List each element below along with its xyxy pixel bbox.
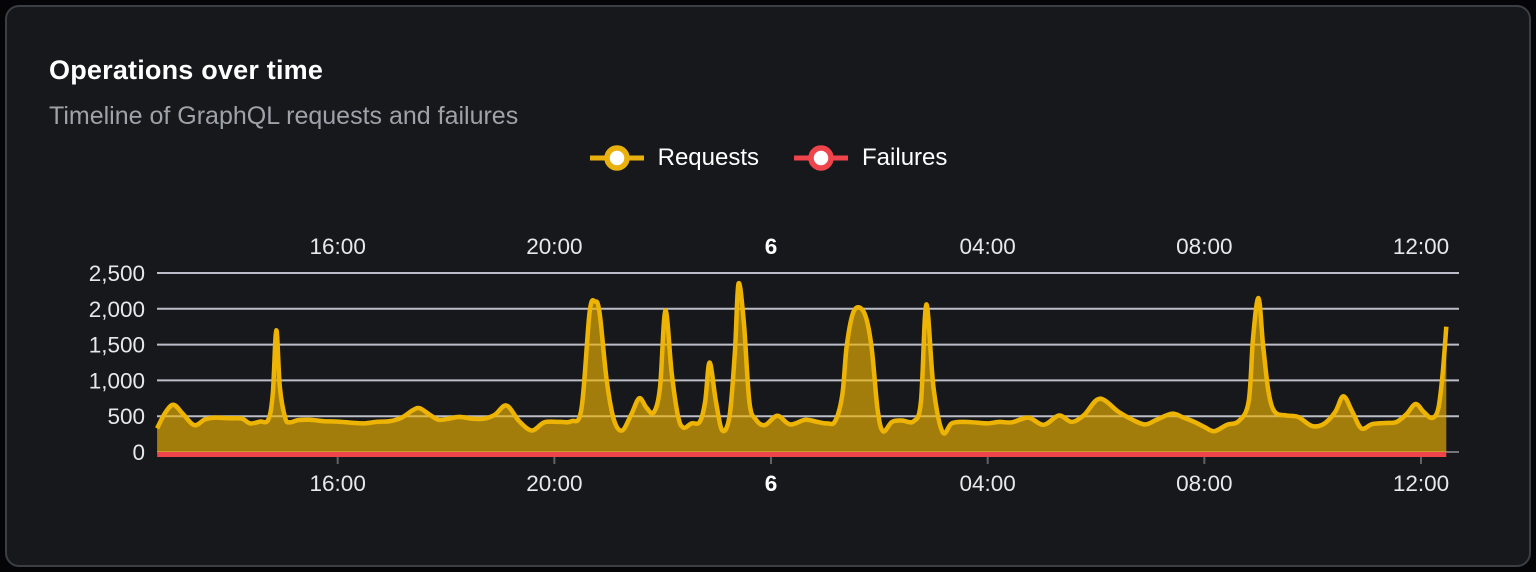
y-axis-tick-label: 2,500: [89, 261, 145, 286]
failures-series-marker-icon: [794, 145, 849, 171]
x-axis-bottom-tick-label: 12:00: [1393, 471, 1449, 496]
x-axis-top-tick-label: 04:00: [960, 234, 1016, 259]
requests-series-marker-icon: [589, 145, 644, 171]
x-axis-top-tick-label: 08:00: [1176, 234, 1232, 259]
x-axis-bottom-tick-label: 04:00: [960, 471, 1016, 496]
y-axis-tick-label: 500: [107, 404, 145, 429]
x-axis-top-tick-label: 12:00: [1393, 234, 1449, 259]
x-axis-top-tick-label: 16:00: [310, 234, 366, 259]
operations-panel: Operations over time Timeline of GraphQL…: [5, 5, 1531, 567]
legend-item-requests[interactable]: Requests: [589, 144, 759, 172]
panel-subtitle: Timeline of GraphQL requests and failure…: [49, 102, 519, 130]
y-axis-tick-label: 1,000: [89, 368, 145, 393]
x-axis-bottom-tick-label: 6: [765, 471, 778, 496]
legend-label-failures: Failures: [862, 144, 948, 171]
panel-title: Operations over time: [49, 55, 324, 85]
legend-item-failures[interactable]: Failures: [793, 144, 947, 172]
x-axis-top-tick-label: 6: [765, 234, 778, 259]
requests-line: [155, 280, 1449, 436]
legend-label-requests: Requests: [657, 144, 760, 171]
x-axis-bottom-tick-label: 20:00: [526, 471, 582, 496]
timeseries-chart[interactable]: 0 500 1,000 1,500 2,000 2,500 16:00 16:00 20:00 2…: [7, 7, 1533, 569]
requests-area: [157, 283, 1447, 452]
x-axis-bottom-tick-label: 16:00: [310, 471, 366, 496]
chart-legend: Requests Failures: [7, 144, 1529, 172]
x-axis-top-tick-label: 20:00: [526, 234, 582, 259]
y-axis-tick-label: 0: [132, 440, 145, 465]
y-axis-tick-label: 1,500: [89, 333, 145, 358]
y-axis-tick-label: 2,000: [89, 297, 145, 322]
x-axis-bottom-tick-label: 08:00: [1176, 471, 1232, 496]
